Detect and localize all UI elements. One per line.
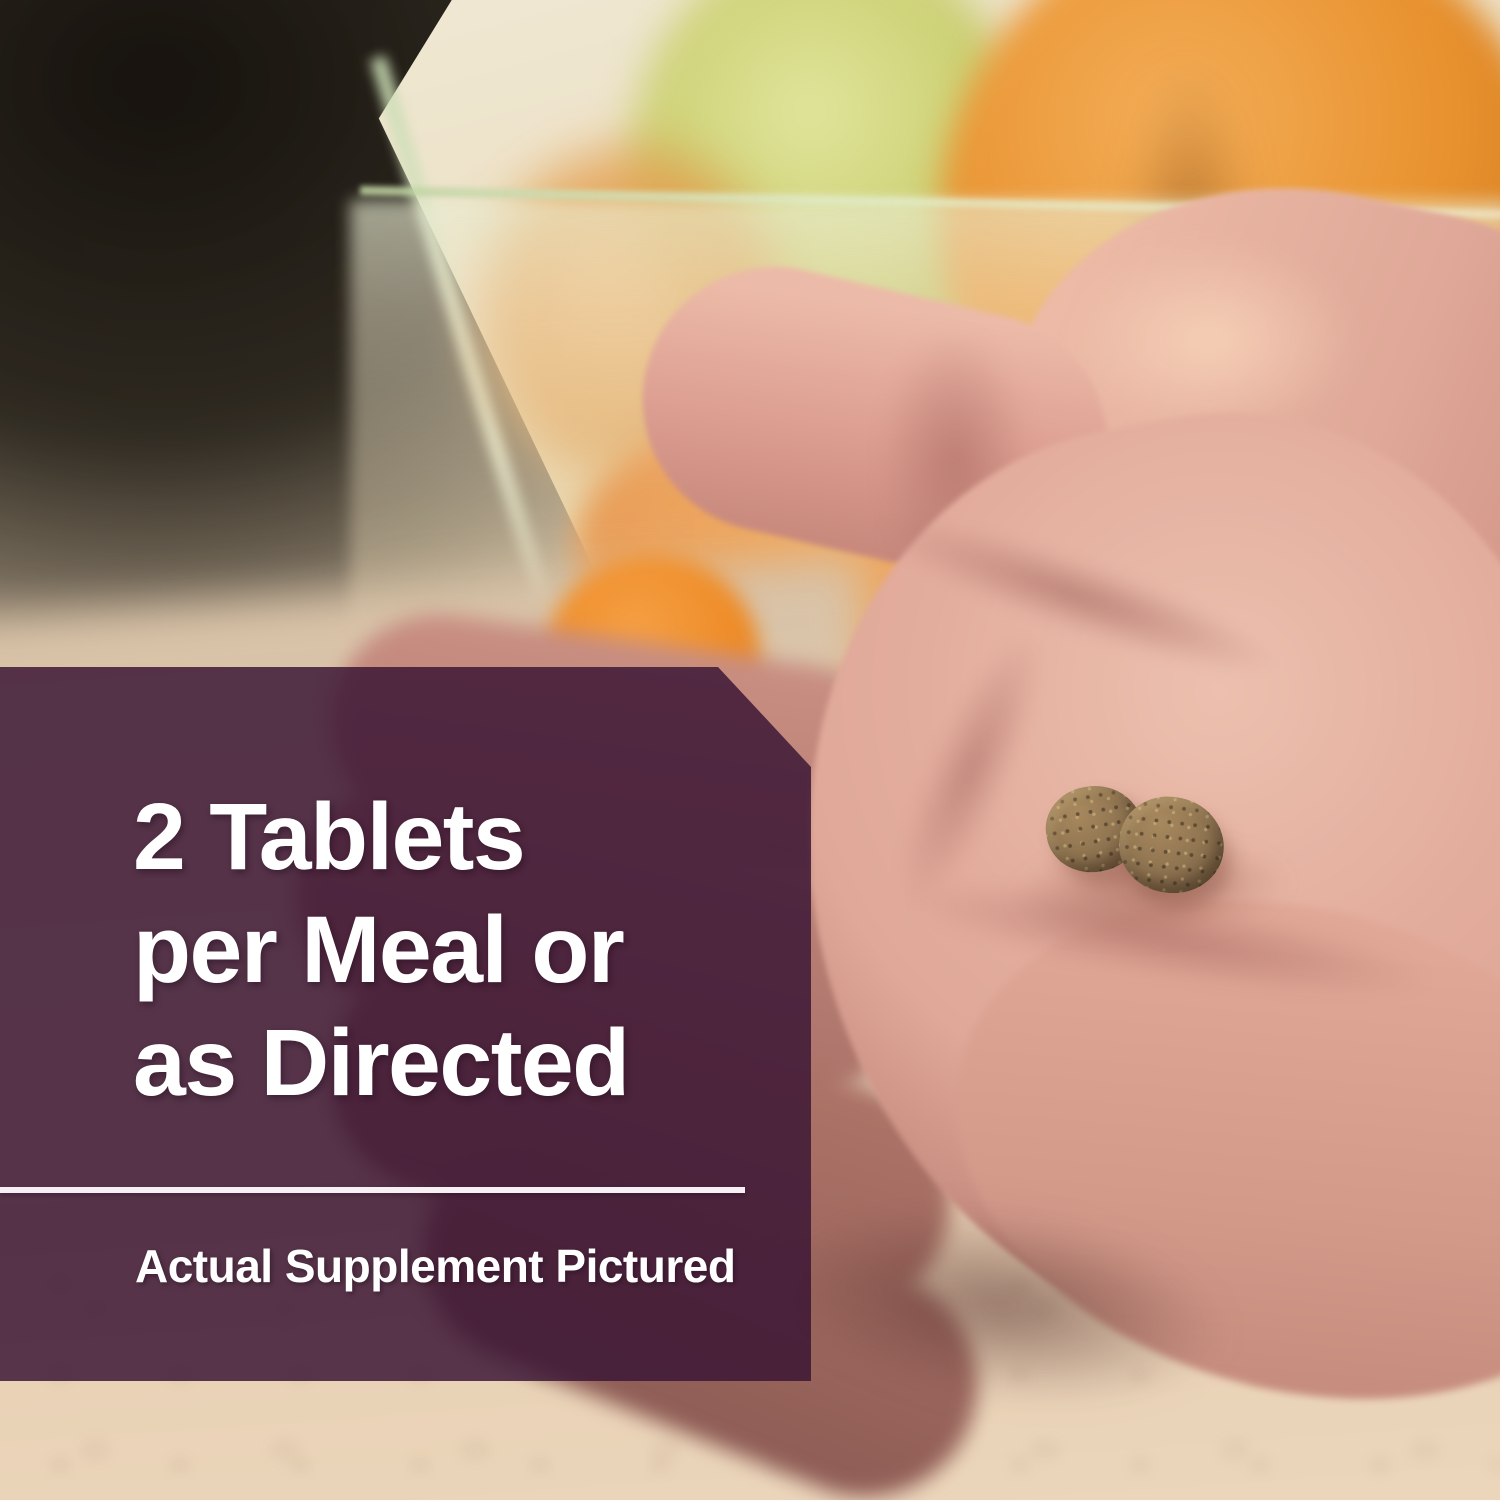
- headline-line-2: per Meal or: [133, 897, 625, 1003]
- headline-line-3: as Directed: [133, 1010, 630, 1116]
- dosage-overlay-panel: 2 Tablets per Meal or as Directed Actual…: [0, 667, 811, 1381]
- supplement-caption: Actual Supplement Pictured: [135, 1240, 736, 1292]
- dosage-headline: 2 Tablets per Meal or as Directed: [133, 781, 793, 1120]
- knuckle-highlight: [1060, 240, 1360, 440]
- divider-line: [0, 1187, 745, 1193]
- headline-line-1: 2 Tablets: [133, 784, 526, 890]
